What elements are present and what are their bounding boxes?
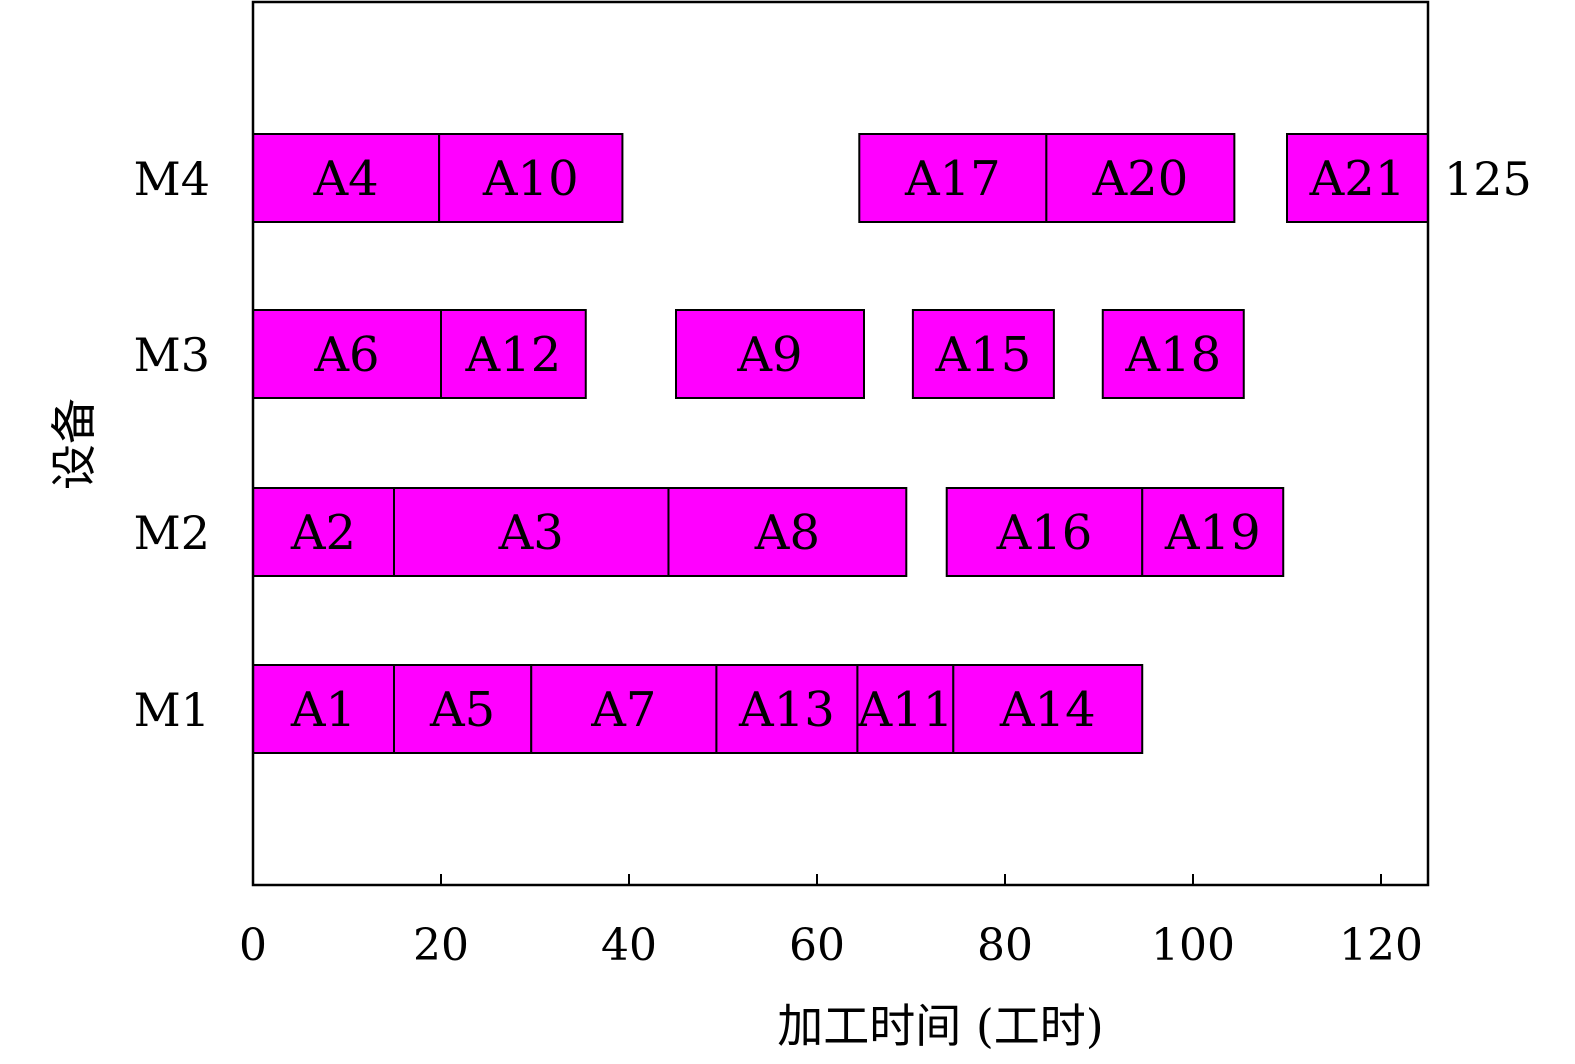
machine-label-m4: M4 (134, 152, 210, 206)
task-label: A15 (935, 327, 1032, 383)
task-bar-rect (715, 664, 859, 754)
task-label: A16 (996, 505, 1093, 561)
task-label: A3 (498, 505, 564, 561)
makespan-label: 125 (1444, 152, 1532, 206)
task-bar-rect (530, 664, 718, 754)
task-bar-rect (675, 309, 865, 399)
task-bar-a3: A3 (393, 487, 670, 577)
task-label: A17 (904, 151, 1001, 207)
task-label: A1 (290, 682, 356, 738)
task-bar-rect (911, 309, 1055, 399)
x-tick-label: 60 (789, 920, 845, 971)
task-bar-a15: A15 (911, 309, 1055, 399)
task-bar-rect (1101, 309, 1245, 399)
task-bar-a9: A9 (675, 309, 865, 399)
task-label: A10 (482, 151, 579, 207)
task-bar-rect (1286, 133, 1429, 223)
task-label: A19 (1164, 505, 1261, 561)
task-bar-a5: A5 (393, 664, 533, 754)
task-label: A11 (856, 682, 953, 738)
task-label: A21 (1309, 151, 1406, 207)
task-bar-rect (856, 664, 955, 754)
task-bar-a7: A7 (530, 664, 718, 754)
task-bar-a2: A2 (252, 487, 395, 577)
plot-frame (251, 0, 1430, 887)
task-bar-a8: A8 (667, 487, 908, 577)
task-bar-a14: A14 (952, 664, 1144, 754)
task-bar-a12: A12 (440, 309, 587, 399)
task-bar-rect (440, 309, 587, 399)
task-bar-a17: A17 (858, 133, 1048, 223)
machine-label-m3: M3 (134, 328, 210, 382)
x-tick-label: 80 (977, 920, 1033, 971)
task-bar-rect (952, 664, 1144, 754)
task-bar-a1: A1 (252, 664, 395, 754)
task-bar-a21: A21 (1286, 133, 1429, 223)
task-bar-a4: A4 (252, 133, 441, 223)
task-label: A5 (429, 682, 495, 738)
task-bar-a13: A13 (715, 664, 859, 754)
task-bar-rect (438, 133, 624, 223)
task-bar-rect (252, 309, 442, 399)
x-tick-label: 120 (1339, 920, 1423, 971)
task-bar-rect (1045, 133, 1236, 223)
machine-label-m2: M2 (134, 506, 210, 560)
task-label: A18 (1124, 327, 1221, 383)
task-bar-a20: A20 (1045, 133, 1236, 223)
task-bar-rect (252, 664, 395, 754)
x-tick-label: 100 (1151, 920, 1235, 971)
task-bar-a19: A19 (1141, 487, 1285, 577)
task-bar-rect (393, 487, 670, 577)
task-bar-a6: A6 (252, 309, 442, 399)
task-bar-a10: A10 (438, 133, 624, 223)
x-tick-label: 40 (601, 920, 657, 971)
bars-layer: A1 A5 A7 A13 A11 A14 A2 A3 A8 A16 A19 A6 A12 A9 A15 A18… (252, 133, 1429, 754)
task-label: A2 (290, 505, 356, 561)
x-axis-ticks: 0 20 40 60 80 100 120 (239, 874, 1423, 971)
task-bar-rect (1141, 487, 1285, 577)
machine-label-m1: M1 (134, 683, 210, 737)
task-label: A6 (313, 327, 379, 383)
task-label: A9 (736, 327, 802, 383)
task-label: A14 (999, 682, 1096, 738)
task-bar-a11: A11 (856, 664, 955, 754)
task-bar-a16: A16 (945, 487, 1144, 577)
task-label: A7 (590, 682, 656, 738)
y-axis-labels: M1 M2 M3 M4 (134, 152, 210, 737)
x-tick-label: 20 (413, 920, 469, 971)
x-tick-label: 0 (239, 920, 267, 971)
task-label: A20 (1091, 151, 1188, 207)
y-axis-title: 设备 (47, 398, 101, 490)
task-label: A13 (738, 682, 835, 738)
x-axis-title: 加工时间 (工时) (777, 999, 1104, 1053)
task-bar-a18: A18 (1101, 309, 1245, 399)
task-label: A8 (754, 505, 820, 561)
task-bar-rect (667, 487, 908, 577)
task-label: A4 (312, 151, 378, 207)
task-label: A12 (465, 327, 562, 383)
